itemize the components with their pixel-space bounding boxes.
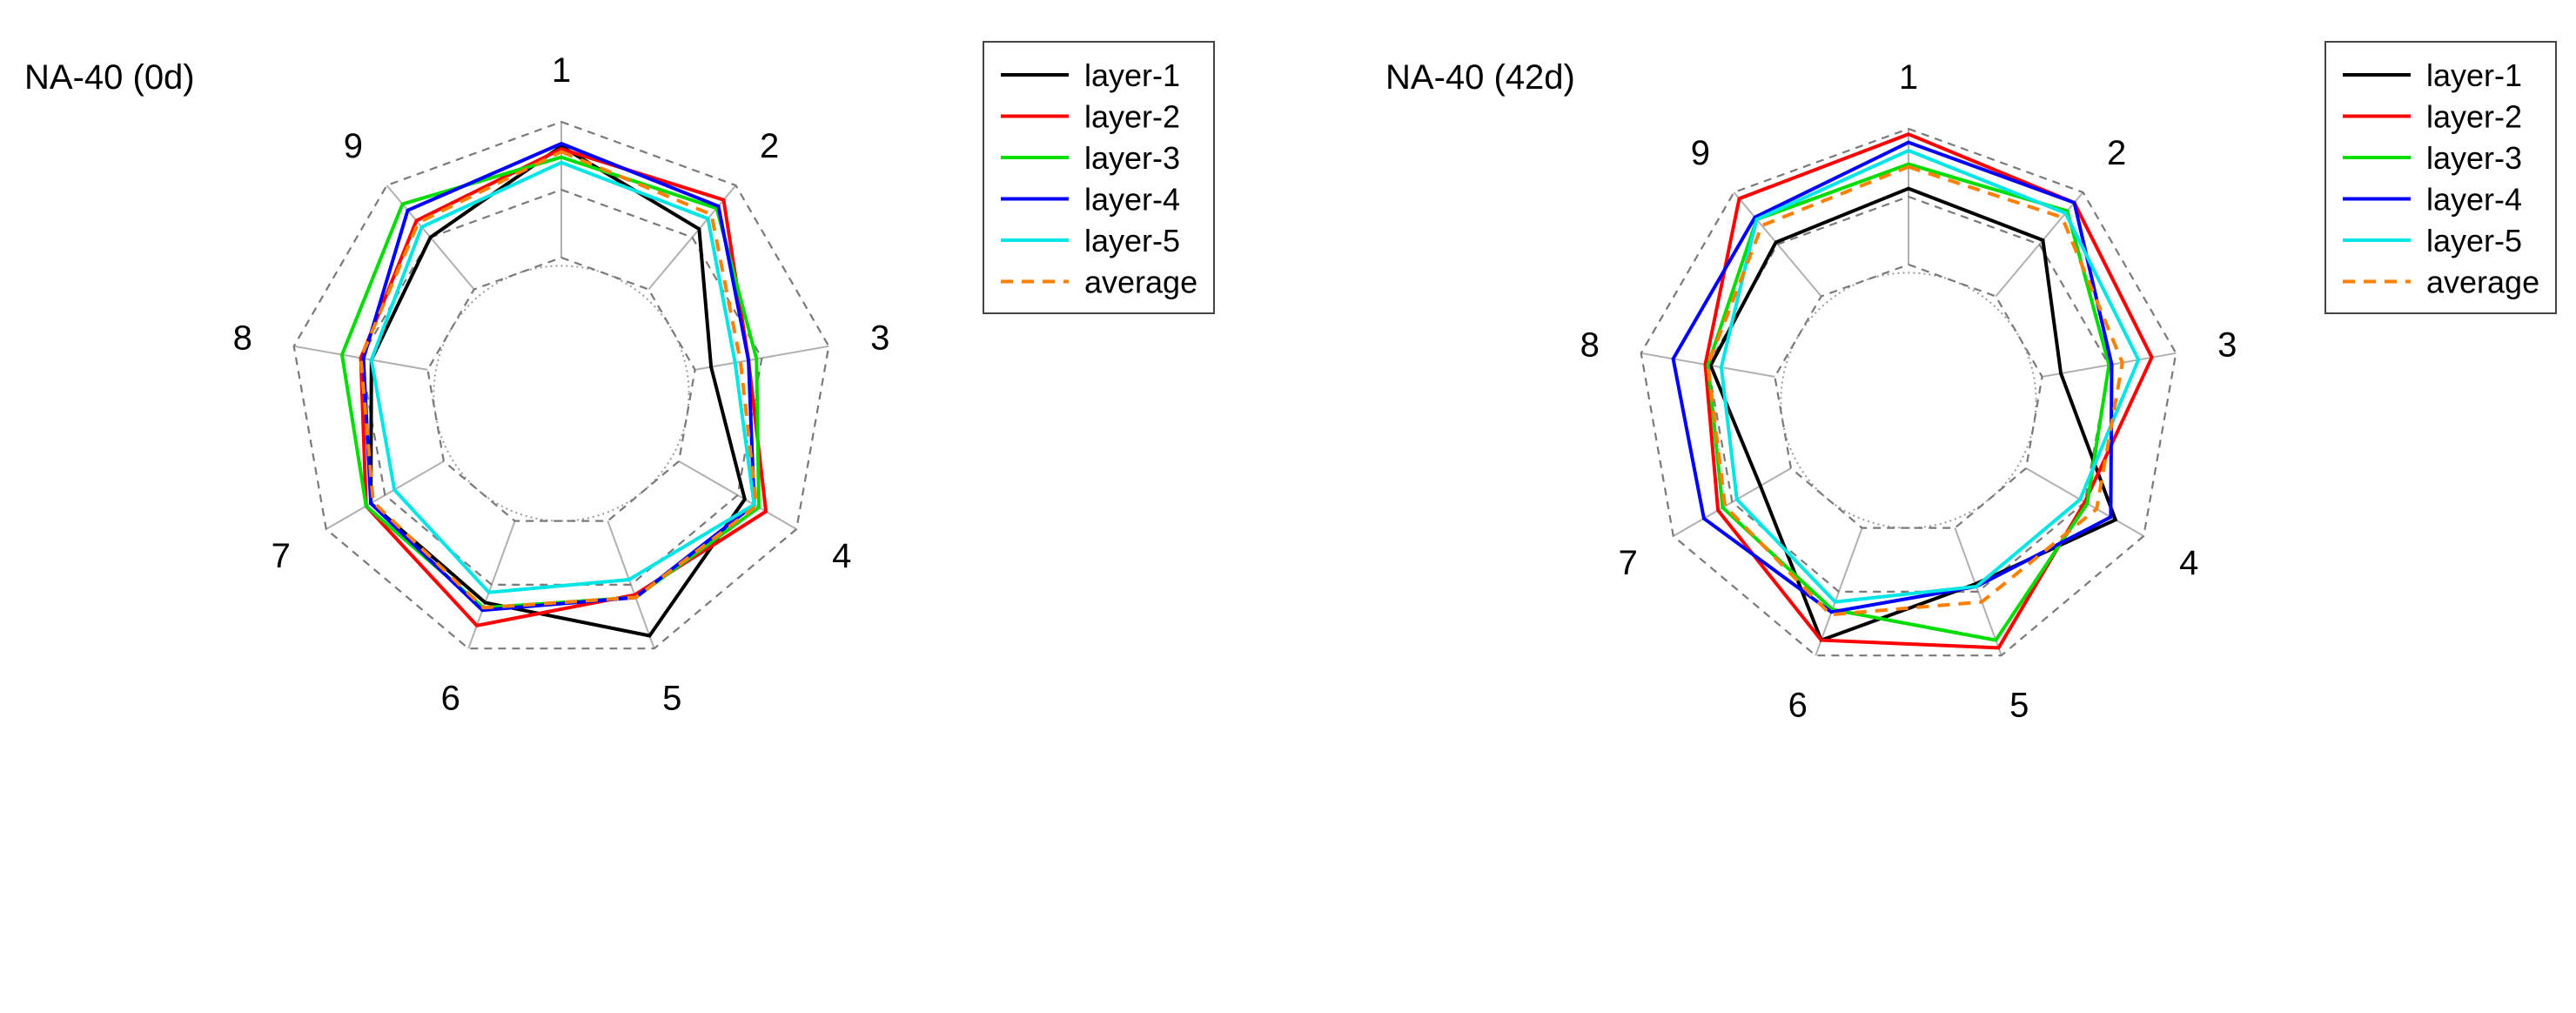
axis-label: 7 [1619, 544, 1638, 582]
series-layer-5 [369, 160, 756, 594]
axis-label: 4 [2179, 544, 2198, 582]
legend-entry: layer-3 [1084, 140, 1180, 176]
series-layer-1 [1708, 186, 2118, 643]
axis-label: 1 [552, 51, 571, 90]
series-layer-4 [1671, 140, 2114, 614]
legend-box [2324, 41, 2557, 314]
legend-box [983, 41, 1215, 314]
legend-entry: layer-3 [2426, 140, 2522, 176]
axis-label: 3 [2217, 325, 2237, 364]
radar-grid-ring [1640, 127, 2177, 657]
legend-entry: layer-5 [1084, 223, 1180, 258]
series-average [359, 150, 759, 610]
inner-dotted-ring [433, 265, 690, 522]
radar-panel-0d: 1 2 3 4 5 6 7 8 9 NA-40 (0d) layer-1 layer-2 layer-3… [24, 41, 1215, 718]
legend: layer-1 layer-2 layer-3 layer-4 layer-5 avera… [983, 41, 1215, 314]
radar-grid-ring [292, 120, 830, 650]
axis-label: 7 [272, 537, 291, 575]
legend-entry: layer-1 [2426, 57, 2522, 93]
axis-label: 2 [2107, 134, 2126, 172]
radar-grid-ring [426, 256, 696, 522]
series-layer-1 [369, 144, 747, 638]
series-average [1706, 164, 2124, 617]
axis-label: 9 [344, 127, 363, 165]
legend-entry: average [2426, 265, 2539, 300]
legend-entry: average [1084, 265, 1197, 300]
axis-label: 5 [662, 680, 681, 718]
legend-entry: layer-2 [1084, 99, 1180, 135]
axis-label: 2 [760, 127, 779, 165]
axis-label: 1 [1899, 58, 1918, 97]
series-layer-4 [361, 141, 756, 613]
series-layer-5 [1719, 148, 2141, 604]
series-layer-3 [1706, 162, 2111, 642]
axis-label: 9 [1691, 134, 1710, 172]
legend: layer-1 layer-2 layer-3 layer-4 layer-5 avera… [2324, 41, 2557, 314]
axis-label: 6 [441, 680, 460, 718]
chart-title: NA-40 (42d) [1385, 58, 1575, 97]
legend-entry: layer-4 [2426, 182, 2522, 218]
chart-title: NA-40 (0d) [24, 58, 195, 97]
series-layer-2 [1703, 132, 2154, 650]
legend-entry: layer-1 [1084, 57, 1180, 93]
axis-label: 8 [1580, 325, 1600, 364]
axis-label: 5 [2009, 687, 2029, 725]
axis-label: 6 [1788, 687, 1808, 725]
legend-entry: layer-5 [2426, 223, 2522, 258]
axis-label: 4 [832, 537, 851, 575]
axis-label: 8 [233, 319, 252, 357]
inner-dotted-ring [1780, 272, 2037, 529]
radar-grid-ring [1774, 263, 2043, 529]
legend-entry: layer-4 [1084, 182, 1180, 218]
axis-label: 3 [870, 319, 889, 357]
legend-entry: layer-2 [2426, 99, 2522, 135]
